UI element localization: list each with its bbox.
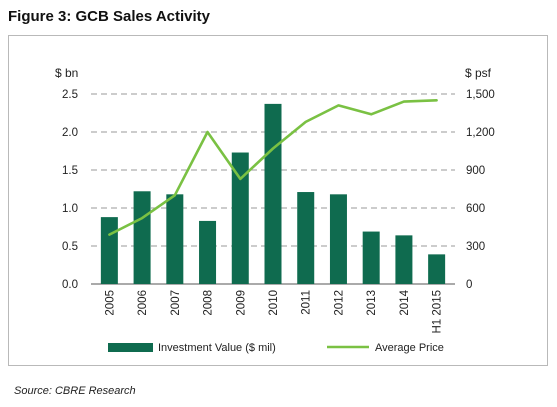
line-series (108, 99, 438, 236)
category-label: H1 2015 (432, 290, 444, 333)
left-axis-label: $ bn (55, 66, 78, 80)
bar (329, 194, 347, 284)
average-price-line (108, 99, 438, 236)
left-tick-label: 1.5 (62, 165, 78, 177)
category-label: 2010 (268, 290, 280, 316)
category-label: 2011 (301, 290, 313, 315)
figure-title: Figure 3: GCB Sales Activity (8, 8, 211, 25)
bar (133, 191, 151, 284)
category-label: 2008 (203, 290, 215, 316)
left-tick-label: 0.0 (62, 279, 78, 291)
bar (166, 194, 184, 284)
bar-series (100, 103, 446, 284)
bar (231, 152, 249, 284)
axis-ticks: 0.0 0 0.5 300 1.0 600 1.5 900 2.0 1,200 2.5 1,500 20… (62, 89, 495, 333)
bar (264, 103, 282, 284)
left-tick-label: 0.5 (62, 241, 78, 253)
left-tick-label: 1.0 (62, 203, 78, 215)
legend-swatch-bar (108, 343, 153, 352)
bar (395, 235, 413, 284)
right-tick-label: 1,500 (466, 89, 495, 101)
category-label: 2013 (366, 290, 378, 316)
bar (297, 192, 315, 284)
bar (199, 220, 217, 284)
right-tick-label: 300 (466, 241, 485, 253)
category-label: 2006 (137, 290, 149, 316)
right-tick-label: 600 (466, 203, 485, 215)
right-tick-label: 900 (466, 165, 485, 177)
bar (100, 217, 118, 284)
legend: Investment Value ($ mil) Average Price (108, 342, 444, 354)
left-tick-label: 2.5 (62, 89, 78, 101)
bar (428, 254, 446, 284)
category-label: 2012 (333, 290, 345, 316)
category-label: 2005 (104, 290, 116, 316)
legend-label-line: Average Price (375, 342, 444, 354)
chart-panel: $ bn $ psf 0.0 0 0.5 300 1.0 600 1.5 900 2.0 1,20… (8, 35, 548, 366)
right-tick-label: 1,200 (466, 127, 495, 139)
legend-label-bar: Investment Value ($ mil) (158, 342, 276, 354)
source-note: Source: CBRE Research (14, 385, 136, 397)
category-label: 2009 (235, 290, 247, 316)
right-axis-label: $ psf (465, 66, 492, 80)
left-tick-label: 2.0 (62, 127, 78, 139)
chart: $ bn $ psf 0.0 0 0.5 300 1.0 600 1.5 900 2.0 1,20… (55, 66, 495, 354)
bar (362, 231, 380, 284)
right-tick-label: 0 (466, 279, 472, 291)
category-label: 2007 (170, 290, 182, 316)
category-label: 2014 (399, 289, 411, 315)
